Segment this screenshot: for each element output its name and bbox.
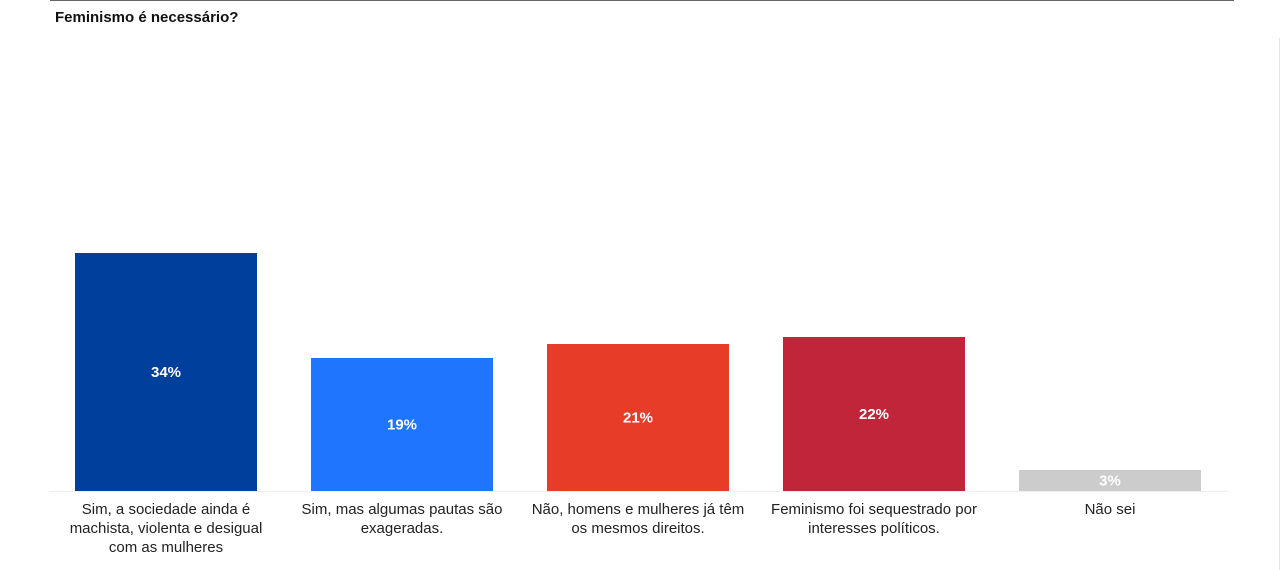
category-label-2: Não, homens e mulheres já têm os mesmos d… bbox=[532, 501, 745, 537]
category-label-line: Feminismo foi sequestrado por bbox=[771, 501, 977, 518]
category-label-line: Sim, a sociedade ainda é bbox=[82, 501, 250, 518]
category-label-line: Não sei bbox=[1085, 501, 1136, 518]
top-rule bbox=[50, 0, 1234, 1]
chart-title: Feminismo é necessário? bbox=[55, 9, 239, 26]
bar-1 bbox=[311, 358, 493, 491]
category-label-4: Não sei bbox=[1085, 501, 1136, 518]
bar-value-label-0: 34% bbox=[151, 364, 181, 381]
bar-value-label-3: 22% bbox=[859, 406, 889, 423]
bars-layer: 34% 19% 21% 22% 3% bbox=[75, 253, 1201, 491]
category-label-line: exageradas. bbox=[361, 520, 444, 537]
bar-0 bbox=[75, 253, 257, 491]
bar-4 bbox=[1019, 470, 1201, 491]
category-label-1: Sim, mas algumas pautas são exageradas. bbox=[302, 501, 503, 537]
bar-value-label-4: 3% bbox=[1099, 473, 1121, 490]
category-label-line: Não, homens e mulheres já têm bbox=[532, 501, 745, 518]
category-labels-layer: Sim, a sociedade ainda é machista, violen… bbox=[70, 501, 1136, 556]
category-label-line: com as mulheres bbox=[109, 539, 223, 556]
bar-value-label-1: 19% bbox=[387, 417, 417, 434]
category-label-line: Sim, mas algumas pautas são bbox=[302, 501, 503, 518]
bar-2 bbox=[547, 344, 729, 491]
category-label-0: Sim, a sociedade ainda é machista, violen… bbox=[70, 501, 263, 556]
bar-value-label-2: 21% bbox=[623, 410, 653, 427]
bar-3 bbox=[783, 337, 965, 491]
category-label-line: interesses políticos. bbox=[808, 520, 940, 537]
category-label-line: machista, violenta e desigual bbox=[70, 520, 263, 537]
category-label-3: Feminismo foi sequestrado por interesses … bbox=[771, 501, 977, 537]
category-label-line: os mesmos direitos. bbox=[571, 520, 704, 537]
